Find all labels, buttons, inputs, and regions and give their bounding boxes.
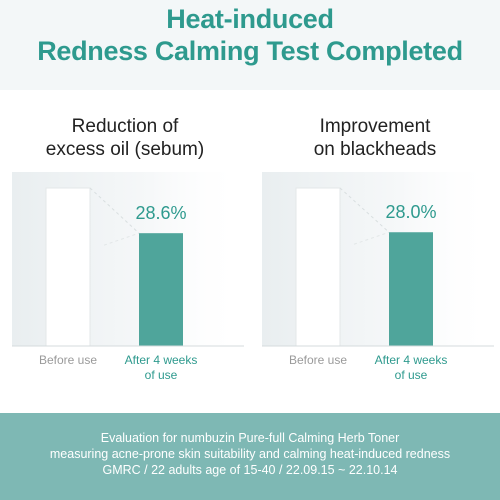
chart-blackheads-svg: 28.0% Before use After 4 weeks of use [262, 172, 494, 382]
chart-blackheads-bar-after [389, 232, 433, 346]
page-title-line2: Redness Calming Test Completed [37, 36, 463, 66]
page-title-line1: Heat-induced [166, 4, 334, 34]
header-banner: Heat-induced Redness Calming Test Comple… [0, 0, 500, 90]
chart-sebum-data-label: 28.6% [135, 203, 186, 223]
chart-sebum-connector [89, 187, 140, 234]
chart-blackheads-title-line1: Improvement [319, 116, 431, 137]
footer-line1: Evaluation for numbuzin Pure-full Calmin… [100, 431, 400, 445]
chart-sebum-bar-after [139, 233, 183, 346]
chart-blackheads-category-label-before: Before use [289, 353, 347, 367]
chart-sebum-category-label-before: Before use [39, 353, 97, 367]
chart-sebum-title-line2: excess oil (sebum) [45, 139, 205, 160]
chart-blackheads-category-label-after: After 4 weeks of use [375, 353, 448, 382]
chart-sebum-title: Reduction of excess oil (sebum) [0, 115, 250, 161]
chart-blackheads-bar-before [295, 187, 341, 347]
chart-blackheads-title: Improvement on blackheads [250, 115, 500, 161]
footer-line2: measuring acne-prone skin suitability an… [49, 447, 451, 461]
chart-sebum-category-label-after: After 4 weeks of use [125, 353, 198, 382]
chart-sebum-bar-before [45, 187, 91, 347]
chart-blackheads-data-label: 28.0% [385, 202, 436, 222]
footer-line3: GMRC / 22 adults age of 15-40 / 22.09.15… [102, 463, 398, 477]
footer-banner: Evaluation for numbuzin Pure-full Calmin… [0, 413, 500, 500]
chart-sebum-connector-2 [103, 232, 140, 246]
chart-blackheads-title-line2: on blackheads [313, 139, 437, 160]
chart-blackheads-connector-2 [353, 231, 390, 245]
chart-sebum-title-line1: Reduction of [71, 116, 179, 137]
chart-sebum-svg: 28.6% Before use After 4 weeks of use [12, 172, 244, 382]
chart-blackheads-connector [339, 187, 390, 233]
chart-sebum: 28.6% Before use After 4 weeks of use Reduc… [0, 110, 250, 400]
chart-blackheads: 28.0% Before use After 4 weeks of use Impro… [250, 110, 500, 400]
